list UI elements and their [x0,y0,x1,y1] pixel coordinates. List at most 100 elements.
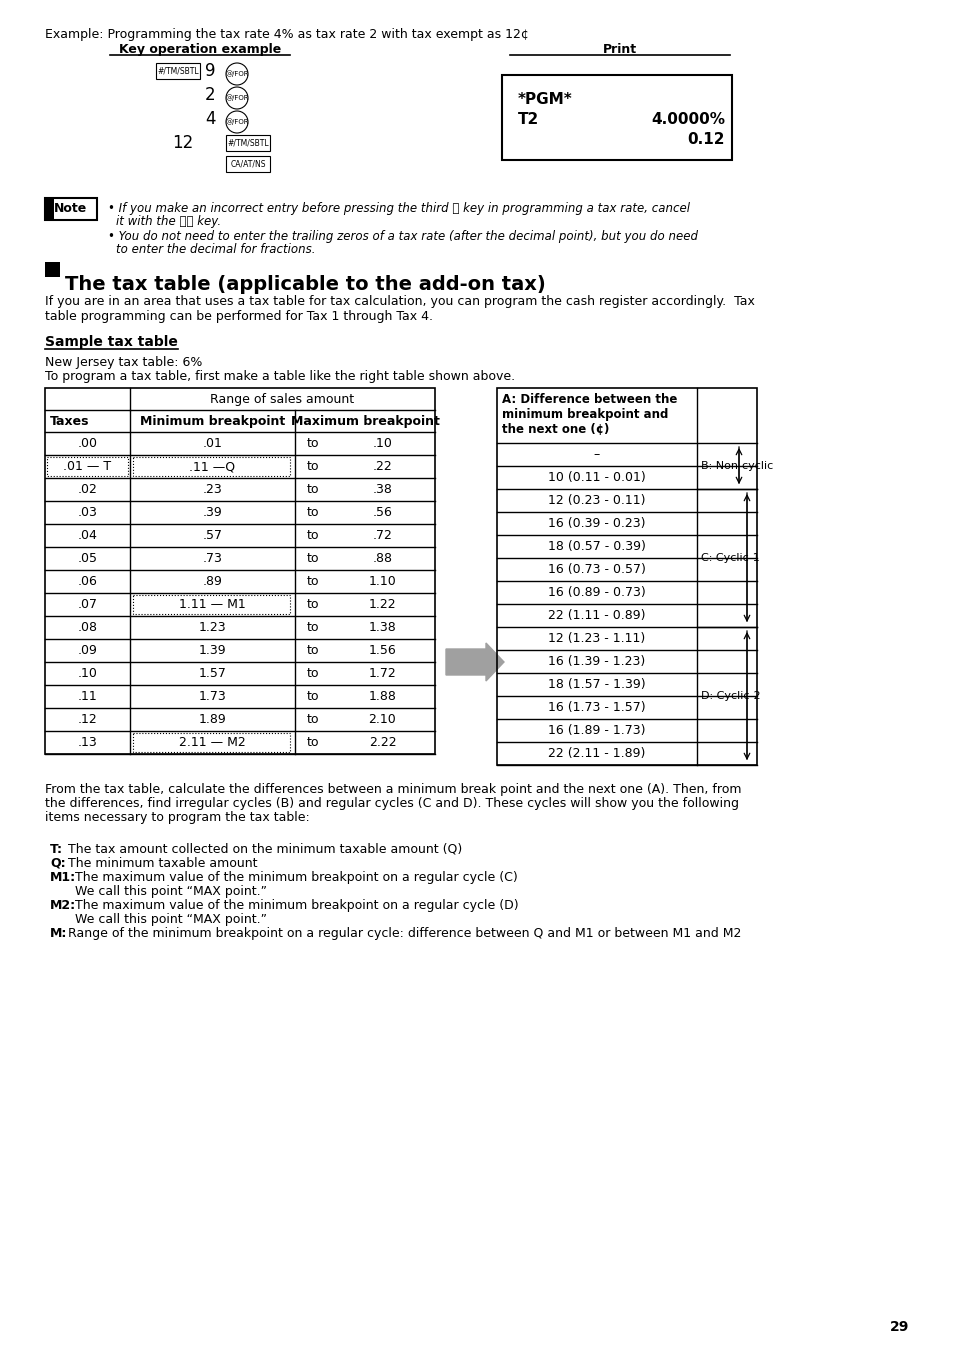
Text: 2.22: 2.22 [368,737,395,749]
Text: .22: .22 [373,460,392,473]
Text: .04: .04 [77,529,97,542]
Text: We call this point “MAX point.”: We call this point “MAX point.” [75,885,267,898]
Text: .73: .73 [202,552,222,565]
Text: .23: .23 [202,483,222,496]
Text: Sample tax table: Sample tax table [45,335,177,349]
Text: .38: .38 [373,483,392,496]
Text: @/FOR: @/FOR [225,70,249,77]
Text: the differences, find irregular cycles (B) and regular cycles (C and D). These c: the differences, find irregular cycles (… [45,797,739,809]
Text: 1.10: 1.10 [368,575,395,588]
Text: @/FOR: @/FOR [225,119,249,125]
Text: To program a tax table, first make a table like the right table shown above.: To program a tax table, first make a tab… [45,370,515,383]
Text: .03: .03 [77,506,97,519]
Text: The maximum value of the minimum breakpoint on a regular cycle (D): The maximum value of the minimum breakpo… [75,898,518,912]
Text: Minimum breakpoint: Minimum breakpoint [140,415,285,428]
Text: 22 (2.11 - 1.89): 22 (2.11 - 1.89) [548,747,645,759]
Text: New Jersey tax table: 6%: New Jersey tax table: 6% [45,356,202,370]
Text: 2.10: 2.10 [368,714,395,726]
Bar [45,389,435,754]
Text: T2: T2 [517,112,538,127]
Bar [132,733,290,751]
Text: .00: .00 [77,437,97,451]
Text: .88: .88 [372,552,392,565]
Text: to: to [306,737,318,749]
Text: to: to [306,506,318,519]
Text: to: to [306,552,318,565]
Text: #/TM/SBTL: #/TM/SBTL [227,139,269,147]
Text: Q:: Q: [50,857,66,870]
Text: 16 (0.89 - 0.73): 16 (0.89 - 0.73) [548,585,645,599]
Text: 1.23: 1.23 [198,621,226,634]
Text: 1.39: 1.39 [198,643,226,657]
Text: #/TM/SBTL: #/TM/SBTL [157,66,198,76]
Text: to: to [306,666,318,680]
Text: 1.73: 1.73 [198,689,226,703]
Text: 2: 2 [205,86,215,104]
Text: to: to [306,529,318,542]
Text: 1.72: 1.72 [368,666,395,680]
Text: .39: .39 [202,506,222,519]
Text: .01 — T: .01 — T [63,460,112,473]
Text: • You do not need to enter the trailing zeros of a tax rate (after the decimal p: • You do not need to enter the trailing … [108,229,698,243]
Text: .10: .10 [373,437,392,451]
Bar [45,198,97,220]
Text: it with the ⒸⓁ key.: it with the ⒸⓁ key. [116,214,221,228]
Text: From the tax table, calculate the differences between a minimum break point and : From the tax table, calculate the differ… [45,782,740,796]
Text: Taxes: Taxes [50,415,90,428]
Text: 9: 9 [205,62,215,80]
Text: 1.88: 1.88 [368,689,396,703]
Text: 16 (0.73 - 0.57): 16 (0.73 - 0.57) [547,563,645,576]
Text: .01: .01 [202,437,222,451]
Text: 16 (1.89 - 1.73): 16 (1.89 - 1.73) [548,724,645,737]
Text: Example: Programming the tax rate 4% as tax rate 2 with tax exempt as 12¢: Example: Programming the tax rate 4% as … [45,28,528,40]
Text: @/FOR: @/FOR [225,94,249,101]
Bar [132,595,290,614]
Text: 16 (0.39 - 0.23): 16 (0.39 - 0.23) [548,517,645,530]
Text: 4: 4 [205,111,215,128]
Text: The maximum value of the minimum breakpoint on a regular cycle (C): The maximum value of the minimum breakpo… [75,871,517,884]
Text: • If you make an incorrect entry before pressing the third ⓔ key in programming : • If you make an incorrect entry before … [108,202,689,214]
Text: 12: 12 [172,134,193,152]
Text: The minimum taxable amount: The minimum taxable amount [68,857,257,870]
Text: to: to [306,460,318,473]
Text: CA/AT/NS: CA/AT/NS [230,159,266,169]
Text: .56: .56 [373,506,392,519]
Text: Print: Print [602,43,637,57]
Text: .11: .11 [77,689,97,703]
Text: .02: .02 [77,483,97,496]
Text: 1.38: 1.38 [368,621,395,634]
Text: 18 (0.57 - 0.39): 18 (0.57 - 0.39) [547,540,645,553]
Text: .12: .12 [77,714,97,726]
Text: 4.0000%: 4.0000% [650,112,724,127]
Text: 12 (1.23 - 1.11): 12 (1.23 - 1.11) [548,631,645,645]
Text: A: Difference between the: A: Difference between the [501,393,677,406]
Text: Range of sales amount: Range of sales amount [211,393,355,406]
Text: items necessary to program the tax table:: items necessary to program the tax table… [45,811,310,824]
Text: to: to [306,621,318,634]
Text: .10: .10 [77,666,97,680]
Text: B: Non-cyclic: B: Non-cyclic [700,461,773,471]
Text: .07: .07 [77,598,97,611]
Text: –: – [594,448,599,461]
Text: 16 (1.73 - 1.57): 16 (1.73 - 1.57) [548,701,645,714]
Text: D: Cyclic-2: D: Cyclic-2 [700,691,760,701]
Text: T:: T: [50,843,63,857]
Bar [156,63,200,80]
Text: M2:: M2: [50,898,76,912]
Text: .72: .72 [373,529,392,542]
Text: 1.57: 1.57 [198,666,226,680]
Bar [47,457,128,476]
Text: The tax table (applicable to the add-on tax): The tax table (applicable to the add-on … [65,275,545,294]
Bar [226,156,270,173]
Text: minimum breakpoint and: minimum breakpoint and [501,407,668,421]
Text: 1.56: 1.56 [368,643,395,657]
Text: to: to [306,643,318,657]
Text: to: to [306,575,318,588]
Text: 2.11 — M2: 2.11 — M2 [179,737,246,749]
Text: to: to [306,483,318,496]
Text: 12 (0.23 - 0.11): 12 (0.23 - 0.11) [548,494,645,507]
Text: Note: Note [54,202,88,216]
Text: table programming can be performed for Tax 1 through Tax 4.: table programming can be performed for T… [45,310,433,322]
Bar [132,457,290,476]
Text: *PGM*: *PGM* [517,92,572,107]
